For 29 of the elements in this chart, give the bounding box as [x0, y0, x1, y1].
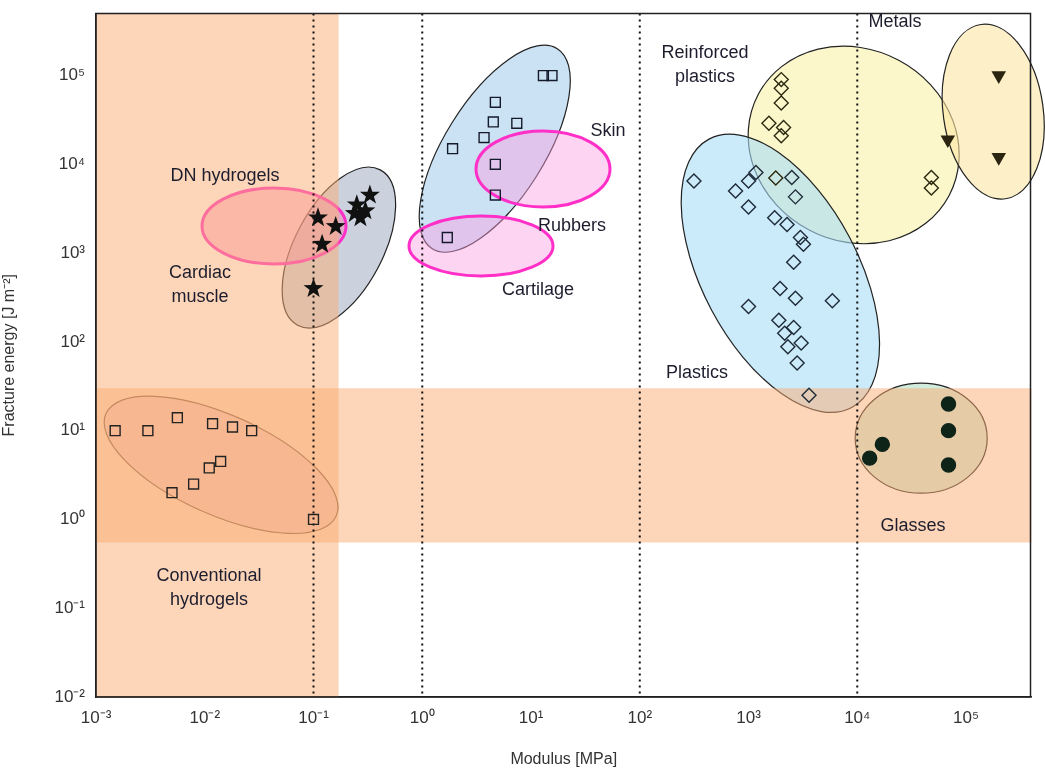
x-tick-label: 10¹: [518, 707, 544, 727]
y-tick-label: 10⁻²: [54, 686, 86, 706]
annotation: Conventional hydrogels: [156, 564, 262, 609]
annotation: Glasses: [880, 514, 946, 535]
y-tick-label: 10¹: [60, 420, 86, 440]
y-tick-label: 10⁴: [58, 154, 85, 174]
x-tick-label: 10⁵: [953, 707, 980, 727]
annotation: Rubbers: [537, 214, 607, 235]
x-axis-title: Modulus [MPa]: [510, 749, 618, 767]
annotation: Cartilage: [501, 278, 575, 299]
annotation: Reinforced plastics: [661, 41, 749, 86]
y-tick-label: 10⁰: [60, 509, 85, 529]
y-tick-label: 10³: [60, 242, 86, 262]
y-tick-label: 10⁵: [59, 65, 85, 85]
y-axis-title: Fracture energy [J m⁻²]: [0, 274, 18, 437]
x-tick-label: 10⁻³: [80, 707, 112, 727]
x-tick-label: 10⁴: [844, 707, 871, 727]
annotation: Metals: [868, 10, 922, 31]
x-tick-label: 10⁰: [409, 707, 435, 727]
x-tick-label: 10⁻¹: [298, 707, 330, 727]
y-tick-label: 10⁻¹: [54, 597, 86, 617]
y-tick-label: 10²: [60, 331, 86, 351]
annotation: Plastics: [665, 361, 729, 382]
x-tick-label: 10⁻²: [189, 707, 221, 727]
annotation: DN hydrogels: [170, 164, 280, 185]
annotation: Cardiac muscle: [168, 261, 232, 306]
annotation: Skin: [590, 119, 626, 140]
x-tick-label: 10²: [627, 707, 653, 727]
x-tick-label: 10³: [736, 707, 762, 727]
